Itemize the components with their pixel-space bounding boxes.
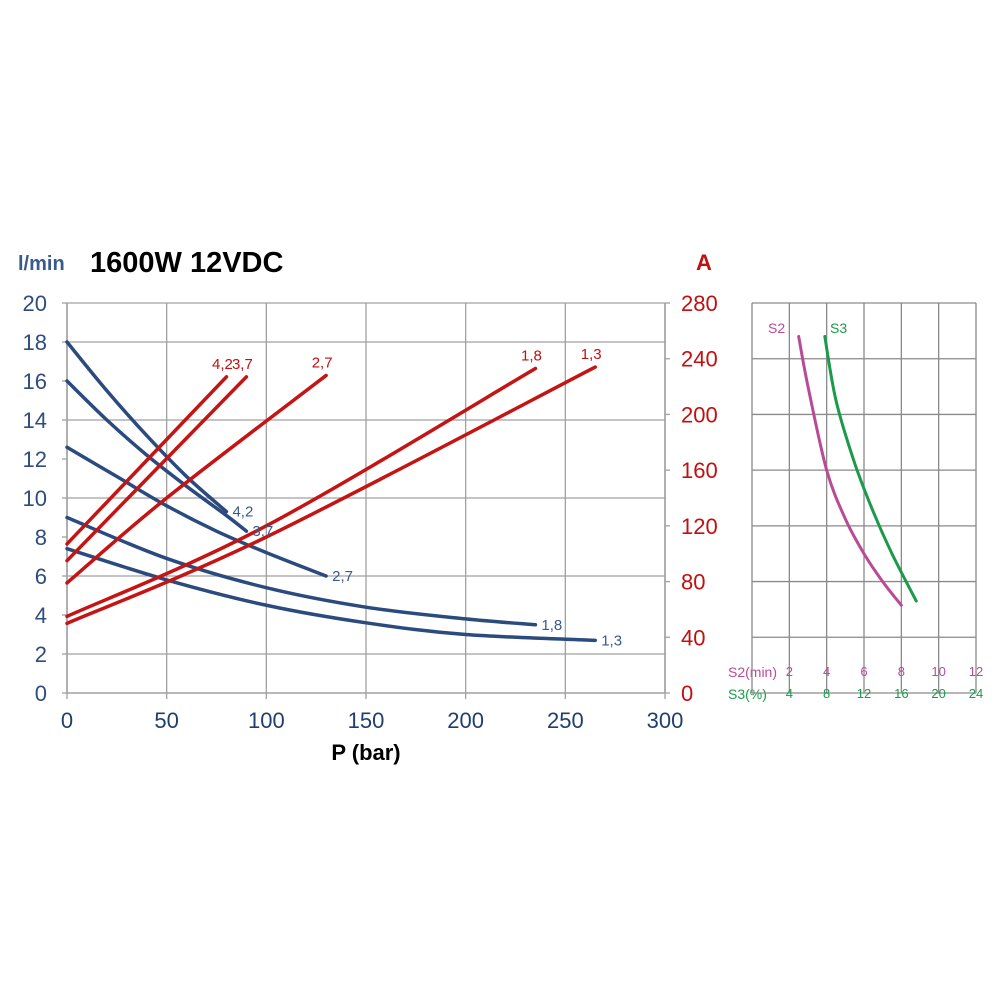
y-tick-label: 16: [23, 369, 47, 394]
y2-tick-label: 240: [681, 347, 718, 372]
flow-curve-label: 3,7: [252, 523, 273, 540]
main-series: [65, 340, 597, 643]
y-tick-label: 0: [35, 681, 47, 706]
amp-curve-3: [65, 366, 538, 619]
x-tick-label: 0: [61, 708, 73, 733]
amp-curve-label: 4,2: [212, 356, 233, 373]
flow-curve-1: [65, 379, 249, 533]
amp-curve-label: 1,8: [521, 347, 542, 364]
y2-tick-label: 160: [681, 458, 718, 483]
s2-tick-label: 12: [969, 664, 983, 679]
s2-tick-label: 6: [860, 664, 867, 679]
flow-curve-label: 4,2: [232, 504, 253, 521]
flow-curve-label: 1,3: [601, 632, 622, 649]
y2-tick-label: 80: [681, 570, 705, 595]
s2-tick-label: 4: [823, 664, 830, 679]
x-tick-label: 150: [348, 708, 385, 733]
chart-title: 1600W 12VDC: [90, 247, 283, 279]
x-tick-label: 50: [154, 708, 178, 733]
x-tick-label: 250: [547, 708, 584, 733]
duty-series: [797, 334, 918, 607]
flow-curve-2: [65, 445, 328, 578]
s2-curve-label: S2: [768, 320, 785, 336]
flow-curve-label: 1,8: [541, 617, 562, 634]
x-tick-label: 100: [248, 708, 285, 733]
y-tick-label: 12: [23, 447, 47, 472]
flow-curve-label: 2,7: [332, 568, 353, 585]
x-axis-label: P (bar): [331, 740, 400, 765]
s3-tick-label: 16: [894, 686, 908, 701]
amp-unit-label: A: [696, 250, 712, 275]
duty-grid: [751, 302, 977, 694]
y-tick-label: 4: [35, 603, 47, 628]
y2-tick-label: 280: [681, 291, 718, 316]
s3-tick-label: 4: [786, 686, 793, 701]
flow-curve-0: [65, 340, 229, 514]
y-tick-label: 6: [35, 564, 47, 589]
duty-curve-s2: [797, 334, 903, 607]
s2-tick-label: 2: [786, 664, 793, 679]
amp-curve-4: [65, 365, 597, 626]
y2-tick-label: 120: [681, 514, 718, 539]
y2-tick-label: 200: [681, 402, 718, 427]
amp-curve-label: 3,7: [232, 356, 253, 373]
s3-tick-label: 24: [969, 686, 983, 701]
y-tick-label: 14: [23, 408, 47, 433]
y-tick-label: 10: [23, 486, 47, 511]
flow-unit-label: l/min: [18, 253, 65, 275]
y-tick-label: 2: [35, 642, 47, 667]
y-tick-label: 8: [35, 525, 47, 550]
x-tick-label: 300: [647, 708, 684, 733]
s2-tick-label: 10: [931, 664, 945, 679]
s3-tick-label: 12: [857, 686, 871, 701]
y2-tick-label: 0: [681, 681, 693, 706]
s3-tick-label: 8: [823, 686, 830, 701]
x-tick-label: 200: [447, 708, 484, 733]
s3-tick-label: 20: [931, 686, 945, 701]
amp-curve-1: [65, 375, 249, 563]
amp-curve-0: [65, 375, 229, 546]
amp-curve-2: [65, 373, 328, 585]
amp-curve-label: 2,7: [312, 354, 333, 371]
y2-tick-label: 40: [681, 625, 705, 650]
duty-curve-s3: [823, 334, 918, 603]
s3-axis-label: S3(%): [728, 686, 767, 702]
s2-tick-label: 8: [898, 664, 905, 679]
s3-curve-label: S3: [830, 320, 847, 336]
y-tick-label: 20: [23, 291, 47, 316]
main-series-labels: 4,23,72,71,81,34,2 3,7 2,7 1,8 1,3: [212, 346, 622, 649]
duty-ticks: 2 4 6 8 10 124 8 12 16 20 24: [786, 664, 984, 701]
flow-curve-3: [65, 515, 538, 627]
y-tick-label: 18: [23, 330, 47, 355]
amp-curve-label: 1,3: [581, 346, 602, 363]
main-grid: [66, 302, 666, 694]
flow-curve-4: [65, 546, 597, 643]
